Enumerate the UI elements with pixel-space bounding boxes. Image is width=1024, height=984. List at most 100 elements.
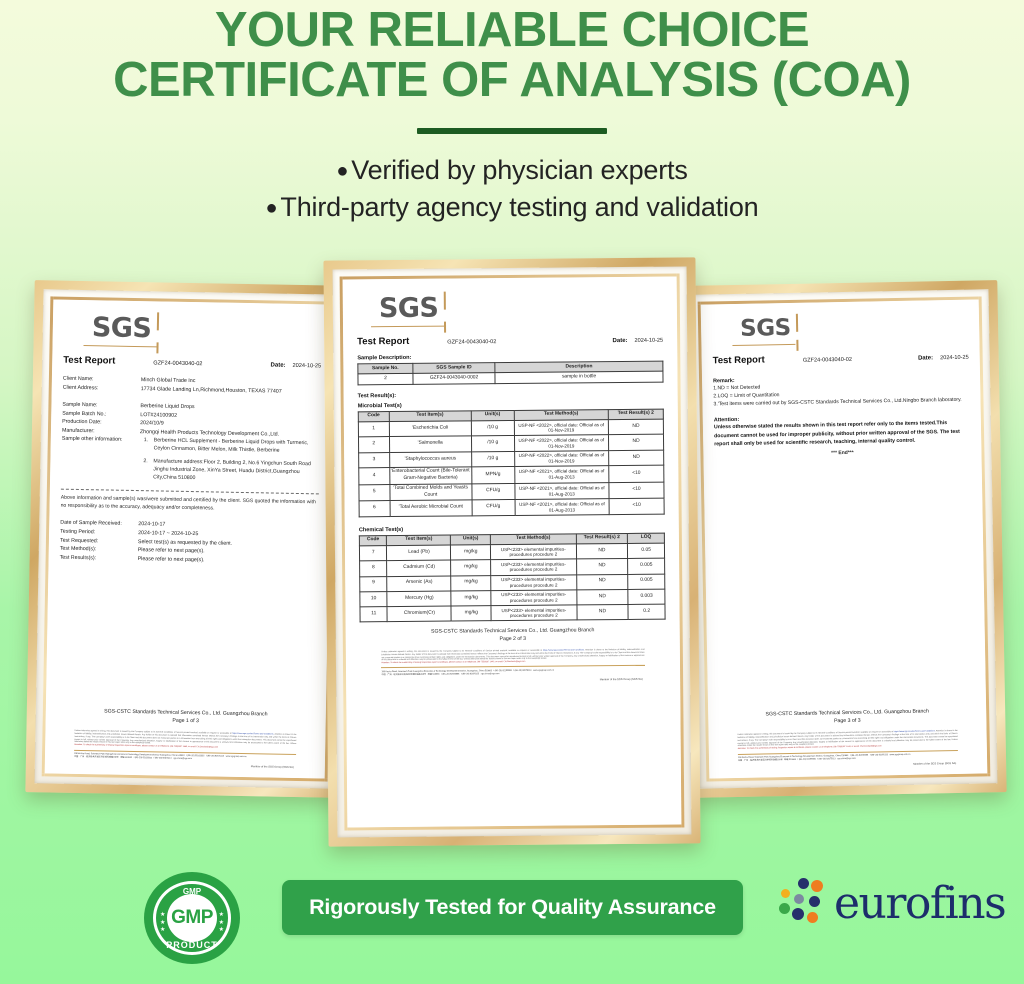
date-value: 2024-10-25 bbox=[634, 337, 664, 344]
cell: 2 bbox=[358, 436, 390, 453]
cell: <10 bbox=[608, 481, 665, 500]
certificate-frame-center[interactable]: SGS Test Report GZF24-0043040-02 Date: 2… bbox=[323, 257, 701, 847]
test-results-label: Test Result(s): bbox=[357, 392, 397, 400]
list-text: Berberine HCL Supplement - Berberine Liq… bbox=[153, 437, 309, 455]
chemical-tests-label: Chemical Test(s) bbox=[358, 526, 404, 533]
cell: Mercury (Hg) bbox=[387, 590, 452, 607]
eurofins-wordmark: eurofins bbox=[834, 878, 1007, 929]
cell: /10 g bbox=[471, 435, 515, 452]
table-row: 6 'Total Aerobic Microbial Count CFU/g USP-… bbox=[359, 498, 665, 517]
certificate-frame-right[interactable]: SGS Test Report GZF24-0043040-02 Date: 2… bbox=[681, 280, 1007, 798]
report-title: Test Report bbox=[357, 335, 410, 348]
field-key: Test Results(s): bbox=[59, 554, 97, 562]
eurofins-molecule-icon bbox=[778, 876, 826, 932]
summary-fields: Date of Sample Received: 2024-10-17 Testi… bbox=[60, 519, 319, 567]
certificate-frame-left[interactable]: SGS Test Report GZF24-0043040-02 Date: 2… bbox=[25, 280, 353, 798]
cell: 11 bbox=[359, 606, 388, 623]
field-key: Sample other information: bbox=[61, 436, 123, 444]
gmp-bottom-text: PRODUCT bbox=[166, 940, 218, 950]
cell: 0.003 bbox=[628, 588, 665, 605]
cell: Lead (Pb) bbox=[386, 545, 452, 561]
cell: mg/kg bbox=[451, 559, 491, 576]
report-title: Test Report bbox=[63, 354, 116, 367]
bullet-item: ● Verified by physician experts bbox=[0, 152, 1024, 189]
disclaimer-text: Above information and sample(s) was/were… bbox=[60, 494, 316, 511]
legal-fineprint: Unless otherwise agreed in writing, this… bbox=[74, 730, 297, 770]
bottom-badge-bar: GMP ★ ★ ★ ★ ★ ★ GMP PRODUCT Rigorously Teste… bbox=[0, 866, 1024, 970]
cell: ND bbox=[576, 558, 629, 575]
cell: 4 bbox=[358, 467, 390, 485]
cell: ND bbox=[608, 434, 664, 451]
sample-description-label: Sample Description: bbox=[357, 354, 412, 362]
end-marker: *** End*** bbox=[831, 449, 854, 456]
sgs-logo-icon: SGS bbox=[732, 313, 799, 351]
cell: Arsenic (As) bbox=[387, 575, 452, 592]
cell: ND bbox=[608, 419, 664, 436]
cell: /10 g bbox=[471, 451, 515, 467]
cell: sample in bottle bbox=[495, 371, 664, 384]
cell: 'Total Combined Molds and Yeasts Count bbox=[389, 483, 472, 501]
cell: MPN/g bbox=[471, 466, 515, 484]
client-fields: Client Name: Minch Global Trade Inc Clien… bbox=[63, 375, 321, 397]
attention-text: Unless otherwise stated the results show… bbox=[713, 420, 960, 448]
list-text: Manufacture address:Floor 2, Building 2,… bbox=[153, 458, 311, 482]
quality-assurance-pill[interactable]: Rigorously Tested for Quality Assurance bbox=[282, 880, 743, 935]
header-divider bbox=[417, 127, 607, 134]
cell: 'Total Aerobic Microbial Count bbox=[389, 500, 473, 517]
cell: USP<233> elemental impurities-procedures… bbox=[490, 574, 577, 591]
cell: USP-NF <2021>, official date: Official a… bbox=[514, 482, 610, 500]
column-header: Code bbox=[359, 535, 387, 546]
column-header: Test Method(s) bbox=[490, 533, 576, 545]
divider-line bbox=[60, 488, 319, 494]
cell: ND bbox=[576, 604, 629, 621]
list-number: 1. bbox=[143, 437, 149, 444]
eurofins-logo: eurofins bbox=[778, 876, 1007, 932]
bullet-dot-icon: ● bbox=[265, 197, 278, 220]
column-header: Test Item(s) bbox=[386, 534, 451, 546]
gmp-center-badge: GMP bbox=[167, 894, 217, 942]
cell: ND bbox=[608, 449, 664, 466]
cell: mg/kg bbox=[451, 575, 491, 591]
cell: 'Escherichia Coli bbox=[388, 420, 472, 437]
column-header: Sample No. bbox=[357, 363, 413, 375]
certificate-stage: SGS Test Report GZF24-0043040-02 Date: 2… bbox=[0, 245, 1024, 865]
report-number: GZF24-0043040-02 bbox=[153, 360, 203, 368]
footer-page: Page 2 of 3 bbox=[499, 635, 527, 643]
headline-line-2: CERTIFICATE OF ANALYSIS (COA) bbox=[113, 52, 911, 107]
frame-bevel: SGS Test Report GZF24-0043040-02 Date: 2… bbox=[339, 273, 685, 831]
column-header: Test Result(s) 2 bbox=[575, 533, 628, 544]
cell: CFU/g bbox=[471, 483, 515, 501]
cell: Cadmium (Cd) bbox=[387, 560, 452, 577]
certificate-page-3: SGS Test Report GZF24-0043040-02 Date: 2… bbox=[700, 299, 988, 779]
cell: 1 bbox=[358, 421, 389, 438]
bullet-item: ● Third-party agency testing and validati… bbox=[0, 189, 1024, 226]
date-label: Date: bbox=[918, 355, 934, 362]
cell: USP<233> elemental impurities-procedures… bbox=[490, 543, 577, 560]
frame-mat: SGS Test Report GZF24-0043040-02 Date: 2… bbox=[690, 289, 998, 789]
cell: mg/kg bbox=[450, 544, 491, 561]
cell: 2 bbox=[357, 373, 413, 385]
cell: USP<233> elemental impurities-procedures… bbox=[491, 604, 577, 621]
microbial-tests-table: Code Test Item(s) Unit(s) Test Method(s)… bbox=[358, 408, 665, 517]
cell: 'Staphylococcus aureus bbox=[389, 451, 472, 468]
cell: USP<233> elemental impurities-procedures… bbox=[490, 559, 577, 576]
member-note: Member of the SGS Group (SGS SA) bbox=[250, 765, 294, 770]
legal-fineprint: Unless otherwise agreed in writing, this… bbox=[381, 649, 645, 684]
cell: USP-NF <2022>, official date: Official a… bbox=[514, 435, 609, 452]
cell: 10 bbox=[359, 591, 388, 607]
sgs-logo-icon: SGS bbox=[371, 291, 446, 333]
column-header: Code bbox=[358, 411, 389, 422]
date-value: 2024-10-25 bbox=[292, 362, 322, 370]
list-number: 2. bbox=[143, 457, 148, 464]
bullet-dot-icon: ● bbox=[336, 159, 349, 182]
cell: 9 bbox=[359, 576, 388, 592]
benefit-bullets: ● Verified by physician experts ● Third-pa… bbox=[0, 152, 1024, 227]
frame-bevel: SGS Test Report GZF24-0043040-02 Date: 2… bbox=[41, 296, 337, 782]
sgs-logo-icon: SGS bbox=[83, 312, 159, 354]
chemical-tests-table: Code Test Item(s) Unit(s) Test Method(s)… bbox=[359, 532, 666, 623]
column-header: SGS Sample ID bbox=[412, 362, 496, 374]
cell: USP-NF <2021>, official date: Official a… bbox=[514, 465, 609, 484]
cell: 8 bbox=[359, 560, 388, 577]
cell: ND bbox=[575, 543, 628, 560]
cell: USP<233> elemental impurities-procedures… bbox=[490, 589, 577, 606]
